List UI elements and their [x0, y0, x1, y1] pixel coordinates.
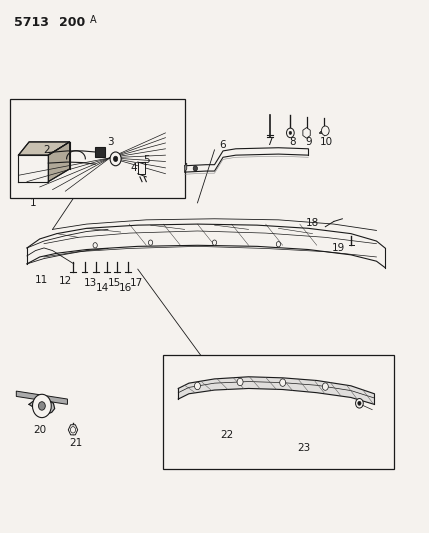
Polygon shape: [184, 163, 187, 172]
Text: 4: 4: [130, 164, 137, 173]
Circle shape: [193, 166, 197, 171]
Circle shape: [70, 426, 76, 433]
Text: 3: 3: [107, 137, 113, 147]
Text: A: A: [90, 15, 96, 25]
Bar: [138, 162, 145, 174]
Circle shape: [287, 128, 294, 138]
Text: 15: 15: [108, 278, 121, 288]
Text: 7: 7: [266, 137, 273, 147]
Text: 10: 10: [320, 137, 333, 147]
Polygon shape: [16, 391, 67, 405]
Text: 18: 18: [306, 218, 319, 228]
Text: 6: 6: [220, 140, 227, 150]
Text: 19: 19: [332, 243, 345, 253]
Text: 12: 12: [59, 276, 72, 286]
Circle shape: [93, 243, 97, 248]
Polygon shape: [178, 377, 375, 405]
Circle shape: [110, 152, 121, 166]
Polygon shape: [18, 142, 69, 155]
Circle shape: [276, 241, 281, 247]
Circle shape: [148, 240, 153, 245]
Text: 17: 17: [130, 278, 144, 288]
Text: 5: 5: [143, 156, 150, 165]
Text: 11: 11: [35, 274, 48, 285]
Text: 8: 8: [289, 137, 296, 147]
Circle shape: [237, 378, 243, 386]
Circle shape: [194, 382, 200, 390]
Circle shape: [39, 402, 45, 410]
FancyBboxPatch shape: [163, 355, 393, 469]
Circle shape: [321, 126, 329, 135]
Circle shape: [33, 394, 51, 418]
Text: 20: 20: [33, 425, 46, 435]
Text: 13: 13: [84, 278, 97, 288]
Polygon shape: [48, 142, 69, 182]
Circle shape: [280, 379, 286, 386]
Circle shape: [322, 383, 328, 390]
FancyBboxPatch shape: [10, 100, 184, 198]
Text: 16: 16: [119, 282, 133, 293]
Text: 200: 200: [59, 16, 85, 29]
Circle shape: [212, 240, 217, 245]
Text: 9: 9: [305, 137, 311, 147]
Text: 22: 22: [221, 430, 234, 440]
Text: 14: 14: [96, 282, 109, 293]
Circle shape: [114, 156, 118, 161]
Polygon shape: [29, 399, 54, 414]
Bar: [95, 147, 105, 157]
Text: 23: 23: [297, 443, 311, 453]
Circle shape: [289, 131, 292, 134]
Circle shape: [358, 401, 361, 406]
Text: 2: 2: [43, 145, 49, 155]
Text: 1: 1: [30, 198, 36, 208]
Circle shape: [356, 399, 363, 408]
Text: 5713: 5713: [14, 16, 49, 29]
Text: 21: 21: [69, 438, 83, 448]
